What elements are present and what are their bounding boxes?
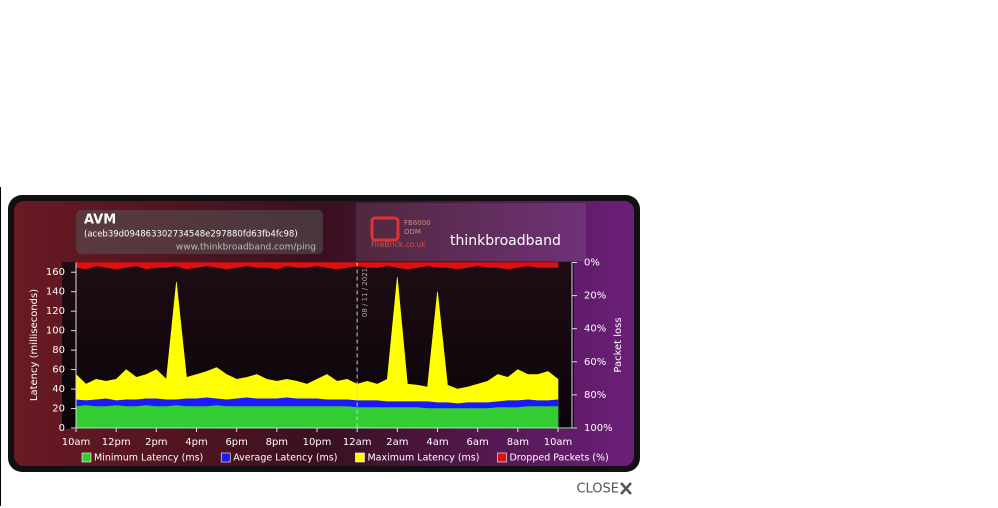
- y2-tick-label: 20%: [584, 291, 606, 302]
- legend-label: Dropped Packets (%): [509, 453, 608, 464]
- close-button[interactable]: CLOSE: [576, 482, 619, 497]
- logo: thinkbroadband: [450, 233, 561, 249]
- x-tick-label: 2pm: [145, 437, 167, 448]
- firebrick-text: ODM: [404, 228, 421, 236]
- x-tick-label: 2am: [386, 437, 408, 448]
- legend-label: Minimum Latency (ms): [94, 453, 203, 464]
- y-tick-label: 60: [52, 365, 65, 376]
- x-tick-label: 12pm: [102, 437, 131, 448]
- y-axis-label: Latency (milliseconds): [29, 289, 40, 401]
- x-tick-label: 8pm: [266, 437, 288, 448]
- legend-swatch: [497, 452, 507, 463]
- source-url: www.thinkbroadband.com/ping: [176, 243, 316, 253]
- chart-title: AVM: [84, 213, 116, 228]
- legend-swatch: [355, 452, 365, 463]
- x-tick-label: 10pm: [303, 437, 332, 448]
- y-tick-label: 20: [52, 404, 65, 415]
- date-annotation: 08 / 11 / 2021: [361, 268, 369, 317]
- brand-box: [356, 203, 586, 261]
- x-tick-label: 12am: [343, 437, 372, 448]
- x-tick-label: 10am: [544, 437, 573, 448]
- close-icon[interactable]: [620, 482, 632, 495]
- y-tick-label: 160: [46, 267, 65, 278]
- legend-swatch: [81, 452, 92, 463]
- x-tick-label: 6pm: [225, 437, 247, 448]
- legend-swatch: [220, 452, 231, 463]
- y2-axis-label: Packet loss: [613, 317, 624, 372]
- legend-label: Maximum Latency (ms): [367, 453, 479, 464]
- series-area: [75, 405, 559, 429]
- x-tick-label: 10am: [62, 437, 91, 448]
- series-area: [75, 277, 559, 429]
- x-tick-label: 8am: [507, 437, 529, 448]
- x-tick-label: 6am: [467, 437, 489, 448]
- y2-tick-label: 80%: [584, 390, 606, 401]
- x-tick-label: 4am: [426, 437, 448, 448]
- y-tick-label: 0: [59, 423, 65, 434]
- chart-subtitle: (aceb39d094863302734548e297880fd63fb4fc9…: [84, 230, 298, 240]
- header-box: [76, 210, 323, 254]
- y-tick-label: 120: [46, 306, 65, 317]
- y2-tick-label: 0%: [584, 258, 600, 269]
- series-area: [75, 262, 559, 270]
- y-tick-label: 80: [52, 345, 65, 356]
- y2-tick-label: 100%: [584, 423, 613, 434]
- y2-tick-label: 40%: [584, 324, 606, 335]
- y-tick-label: 140: [46, 287, 65, 298]
- firebrick-text: FB6000: [404, 219, 431, 227]
- firebrick-text: FireBrick.co.uk: [371, 240, 426, 249]
- y-tick-label: 40: [52, 384, 65, 395]
- legend-label: Average Latency (ms): [233, 453, 337, 464]
- y2-tick-label: 60%: [584, 357, 606, 368]
- y-tick-label: 100: [46, 326, 65, 337]
- firebrick-icon: [370, 216, 400, 242]
- x-tick-label: 4pm: [185, 437, 207, 448]
